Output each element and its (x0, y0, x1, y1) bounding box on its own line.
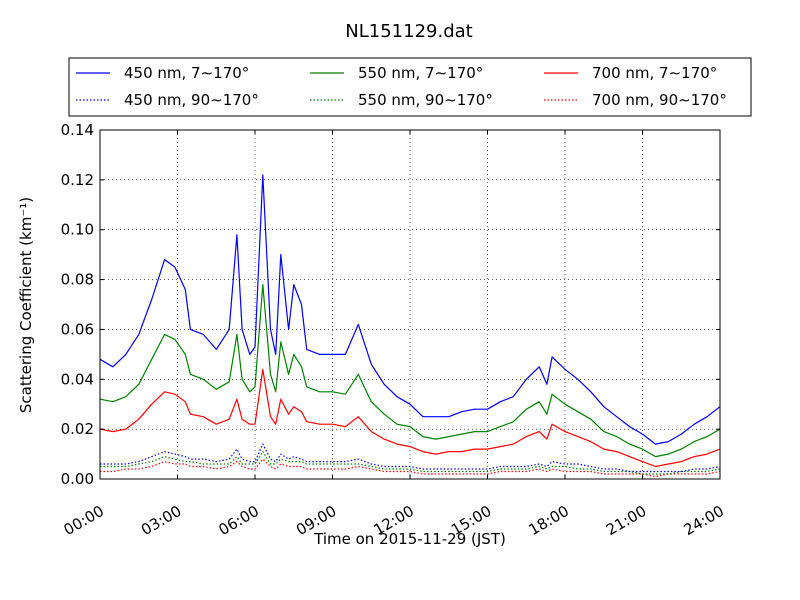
legend-label-4: 550 nm, 90∼170° (358, 91, 493, 109)
legend-label-5: 700 nm, 90∼170° (592, 91, 727, 109)
series-line-1 (99, 284, 721, 458)
legend-label-2: 700 nm, 7∼170° (592, 64, 717, 82)
y-tick-label: 0.12 (61, 171, 94, 189)
legend-label-0: 450 nm, 7∼170° (124, 64, 249, 82)
chart-title: NL151129.dat (345, 21, 472, 42)
legend-label-3: 450 nm, 90∼170° (124, 91, 259, 109)
y-tick-label: 0.10 (61, 221, 94, 239)
series-line-5 (100, 458, 721, 478)
x-axis-label: Time on 2015-11-29 (JST) (313, 530, 506, 548)
series-line-3 (100, 443, 721, 473)
y-axis-label: Scattering Coefficient (km⁻¹) (17, 197, 35, 413)
legend-frame (68, 57, 752, 117)
y-tick-label: 0.02 (61, 420, 94, 438)
series-lines (99, 174, 721, 478)
series-line-4 (100, 451, 721, 475)
legend: 450 nm, 7∼170° 550 nm, 7∼170° 700 nm, 7∼17… (68, 57, 752, 117)
legend-label-1: 550 nm, 7∼170° (358, 64, 483, 82)
series-line-2 (99, 368, 721, 468)
y-tick-label: 0.06 (61, 320, 94, 338)
series-line-0 (99, 174, 721, 445)
y-tick-label: 0.00 (61, 470, 94, 488)
grid (100, 130, 720, 479)
y-tick-label: 0.04 (61, 370, 94, 388)
y-tick-label: 0.14 (61, 121, 94, 139)
y-tick-label: 0.08 (61, 271, 94, 289)
